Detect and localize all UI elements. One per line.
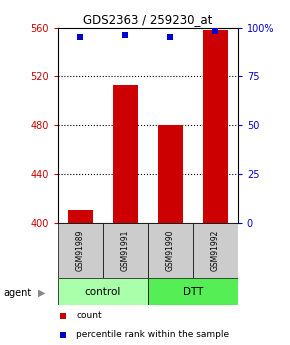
Point: [213, 29, 218, 34]
Point: [210, 259, 215, 264]
Bar: [203, 30, 228, 223]
Text: DTT: DTT: [183, 287, 203, 296]
Bar: [58, 278, 148, 305]
Bar: [193, 223, 238, 278]
Point: [168, 34, 173, 40]
Text: GSM91989: GSM91989: [76, 229, 85, 271]
Text: GSM91991: GSM91991: [121, 229, 130, 271]
Bar: [103, 223, 148, 278]
Text: ▶: ▶: [38, 288, 46, 297]
Text: GSM91990: GSM91990: [166, 229, 175, 271]
Text: control: control: [85, 287, 121, 296]
Text: GSM91992: GSM91992: [211, 229, 220, 271]
Text: count: count: [76, 311, 102, 320]
Title: GDS2363 / 259230_at: GDS2363 / 259230_at: [83, 13, 213, 27]
Text: agent: agent: [3, 288, 31, 297]
Point: [123, 33, 128, 38]
Bar: [68, 210, 93, 223]
Point: [78, 34, 83, 40]
Bar: [148, 223, 193, 278]
Bar: [58, 223, 103, 278]
Text: percentile rank within the sample: percentile rank within the sample: [76, 330, 229, 339]
Bar: [158, 125, 183, 223]
Point: [210, 86, 215, 92]
Bar: [148, 278, 238, 305]
Bar: [113, 85, 138, 223]
